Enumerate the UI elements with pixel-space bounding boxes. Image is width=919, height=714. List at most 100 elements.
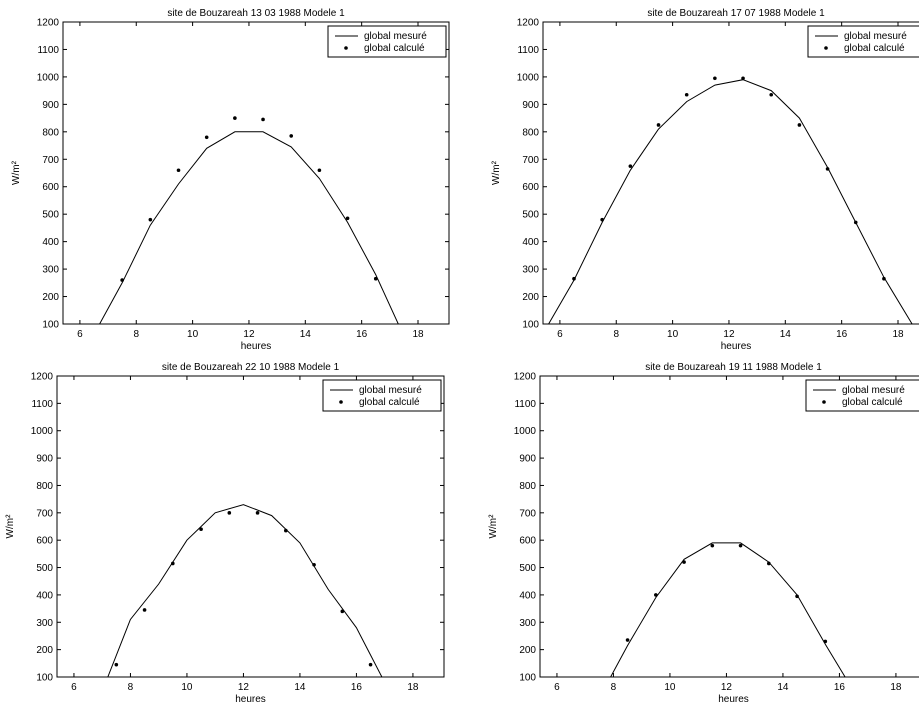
x-tick-label: 18 — [892, 329, 904, 340]
legend-box — [322, 379, 442, 412]
data-point-computed — [317, 168, 322, 173]
data-point-computed — [204, 135, 209, 140]
y-tick-label: 800 — [522, 127, 539, 138]
series-line-measured — [610, 542, 846, 677]
x-tick-label: 10 — [664, 682, 676, 693]
x-tick-label: 6 — [554, 682, 560, 693]
y-tick-label: 800 — [36, 481, 53, 492]
data-point-computed — [823, 639, 828, 644]
x-tick-label: 14 — [294, 682, 306, 693]
x-tick-label: 16 — [351, 682, 363, 693]
y-tick-label: 200 — [42, 292, 59, 303]
x-tick-label: 14 — [777, 682, 789, 693]
legend-box — [327, 25, 447, 58]
y-tick-label: 700 — [42, 155, 59, 166]
data-point-computed — [199, 527, 203, 532]
y-tick-label: 600 — [522, 182, 539, 193]
x-axis-label: heures — [235, 694, 266, 705]
y-tick-label: 1200 — [517, 18, 540, 29]
chart-title: site de Bouzareah 19 11 1988 Modele 1 — [645, 362, 822, 373]
data-point-computed — [710, 543, 715, 548]
x-tick-label: 14 — [780, 329, 792, 340]
x-axis-label: heures — [241, 341, 272, 352]
y-tick-label: 900 — [36, 454, 53, 465]
data-point-computed — [114, 662, 119, 667]
axes-box — [56, 375, 445, 678]
x-axis-label: heures — [721, 341, 752, 352]
y-tick-label: 700 — [522, 155, 539, 166]
y-tick-label: 1000 — [37, 72, 60, 83]
legend-box — [807, 25, 919, 58]
chart-title: site de Bouzareah 17 07 1988 Modele 1 — [647, 8, 825, 19]
data-point-computed — [825, 167, 830, 171]
data-point-computed — [340, 609, 345, 614]
data-point-computed — [797, 123, 802, 127]
y-tick-label: 400 — [519, 590, 536, 601]
x-tick-label: 12 — [243, 329, 255, 340]
legend-box — [805, 379, 919, 412]
axes-box — [539, 375, 919, 678]
y-tick-label: 1000 — [514, 426, 537, 437]
chart-panel-3: site de Bouzareah 22 10 1988 Modele 1 6 8 1… — [5, 362, 445, 705]
y-tick-label: 1000 — [31, 426, 54, 437]
x-tick-label: 18 — [890, 682, 902, 693]
legend-marker-swatch — [824, 46, 828, 50]
y-tick-label: 200 — [36, 645, 53, 656]
y-tick-label: 600 — [42, 182, 59, 193]
legend-label-measured: global mesuré — [364, 31, 427, 42]
y-tick-label: 200 — [522, 292, 539, 303]
data-point-computed — [255, 511, 260, 515]
x-tick-label: 10 — [187, 329, 199, 340]
y-tick-label: 700 — [36, 508, 53, 519]
x-tick-label: 16 — [834, 682, 846, 693]
data-point-computed — [171, 561, 175, 566]
data-point-computed — [368, 662, 373, 667]
data-point-computed — [284, 528, 288, 533]
x-tick-label: 10 — [667, 329, 679, 340]
x-tick-label: 14 — [300, 329, 312, 340]
series-line-measured — [99, 131, 399, 324]
y-tick-label: 500 — [519, 563, 536, 574]
y-tick-label: 1100 — [31, 399, 53, 410]
legend-label-measured: global mesuré — [842, 385, 905, 396]
data-point-computed — [233, 116, 237, 120]
chart-title: site de Bouzareah 13 03 1988 Modele 1 — [167, 8, 345, 19]
data-point-computed — [625, 638, 630, 642]
data-point-computed — [142, 608, 147, 612]
y-tick-label: 1200 — [514, 372, 537, 383]
x-tick-label: 18 — [412, 329, 424, 340]
x-tick-label: 8 — [611, 682, 617, 693]
data-point-computed — [148, 217, 153, 222]
legend-label-computed: global calculé — [842, 397, 903, 408]
x-tick-label: 10 — [181, 682, 193, 693]
legend-label-computed: global calculé — [844, 43, 905, 54]
data-point-computed — [684, 92, 689, 97]
data-point-computed — [882, 276, 886, 281]
data-point-computed — [312, 563, 316, 567]
y-axis-label: W/m² — [491, 160, 502, 185]
y-tick-label: 500 — [522, 210, 539, 221]
x-tick-label: 18 — [407, 682, 419, 693]
legend-label-measured: global mesuré — [844, 31, 907, 42]
legend-marker-swatch — [344, 46, 348, 50]
data-point-computed — [261, 117, 265, 122]
y-tick-label: 300 — [522, 265, 539, 276]
y-tick-label: 300 — [36, 618, 53, 629]
x-tick-label: 16 — [356, 329, 368, 340]
chart-panel-2: site de Bouzareah 17 07 1988 Modele 1 6 8 1… — [491, 8, 919, 352]
y-tick-label: 900 — [42, 100, 59, 111]
data-point-computed — [853, 220, 858, 225]
data-point-computed — [572, 276, 576, 281]
data-point-computed — [656, 123, 661, 127]
y-tick-label: 500 — [36, 563, 53, 574]
y-tick-label: 1100 — [514, 399, 536, 410]
y-tick-label: 100 — [519, 673, 536, 684]
y-tick-label: 1200 — [37, 18, 60, 29]
y-axis-label: W/m² — [488, 514, 499, 539]
chart-title: site de Bouzareah 22 10 1988 Modele 1 — [162, 362, 340, 373]
y-tick-label: 700 — [519, 508, 536, 519]
y-tick-label: 500 — [42, 210, 59, 221]
chart-panel-4: site de Bouzareah 19 11 1988 Modele 1 6 8 1… — [488, 362, 919, 705]
x-tick-label: 6 — [71, 682, 77, 693]
y-tick-label: 1100 — [37, 45, 59, 56]
